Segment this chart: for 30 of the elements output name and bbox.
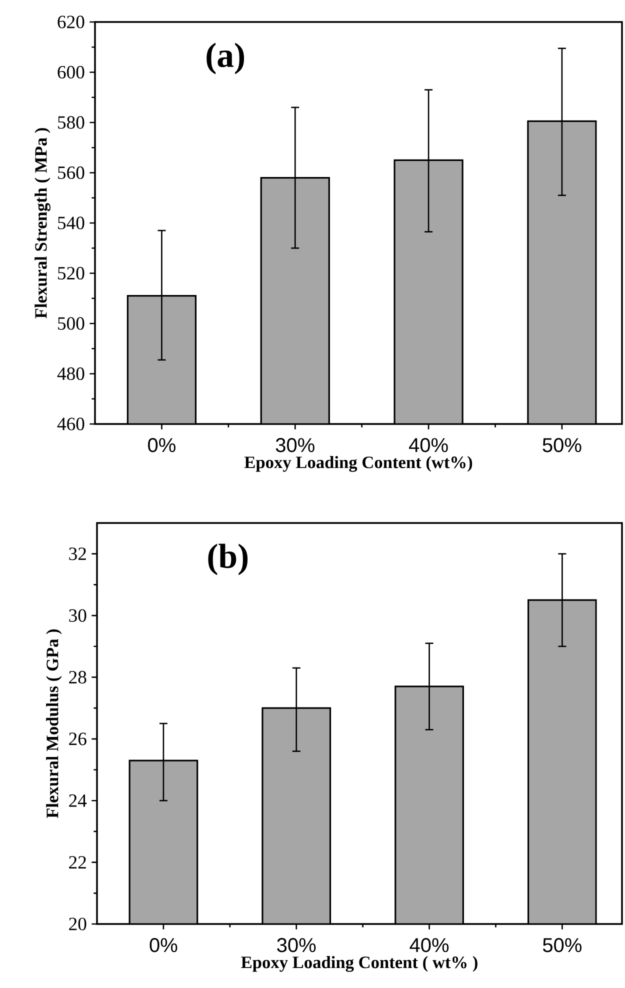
y-tick-label: 30 <box>69 609 86 622</box>
y-tick-label: 22 <box>69 856 86 868</box>
y-tick-label: 26 <box>69 732 86 746</box>
x-tick-label: 30% <box>277 938 316 952</box>
y-tick-label: 24 <box>69 794 87 807</box>
annotation: (b) <box>208 544 248 576</box>
y-tick-label: 28 <box>69 670 86 684</box>
x-tick-label: 40% <box>408 438 448 452</box>
y-tick-label: 600 <box>58 66 84 79</box>
annotation: (a) <box>206 42 244 74</box>
y-tick-label: 620 <box>58 16 84 28</box>
y-tick-label: 560 <box>58 166 84 180</box>
y-tick-label: 32 <box>69 548 86 560</box>
x-tick-label: 50% <box>542 438 582 452</box>
x-tick-label: 0% <box>150 938 178 952</box>
y-tick-label: 20 <box>69 918 86 930</box>
y-tick-label: 480 <box>57 367 84 380</box>
y-tick-label: 460 <box>57 418 84 430</box>
x-axis-title: Epoxy Loading Content ( wt% ) <box>241 956 478 972</box>
x-tick-label: 0% <box>148 438 176 452</box>
y-tick-label: 500 <box>58 317 84 330</box>
y-axis-title: Flexural Modulus ( GPa ) <box>46 629 62 818</box>
y-axis-title: Flexural Strength ( MPa ) <box>34 128 50 318</box>
y-tick-label: 580 <box>58 116 84 129</box>
y-tick-label: 520 <box>58 266 84 280</box>
x-axis-title: Epoxy Loading Content (wt%) <box>244 456 472 472</box>
y-tick-label: 540 <box>58 216 84 230</box>
x-tick-label: 30% <box>276 438 314 452</box>
x-tick-label: 40% <box>410 938 449 952</box>
x-tick-label: 50% <box>542 938 582 952</box>
